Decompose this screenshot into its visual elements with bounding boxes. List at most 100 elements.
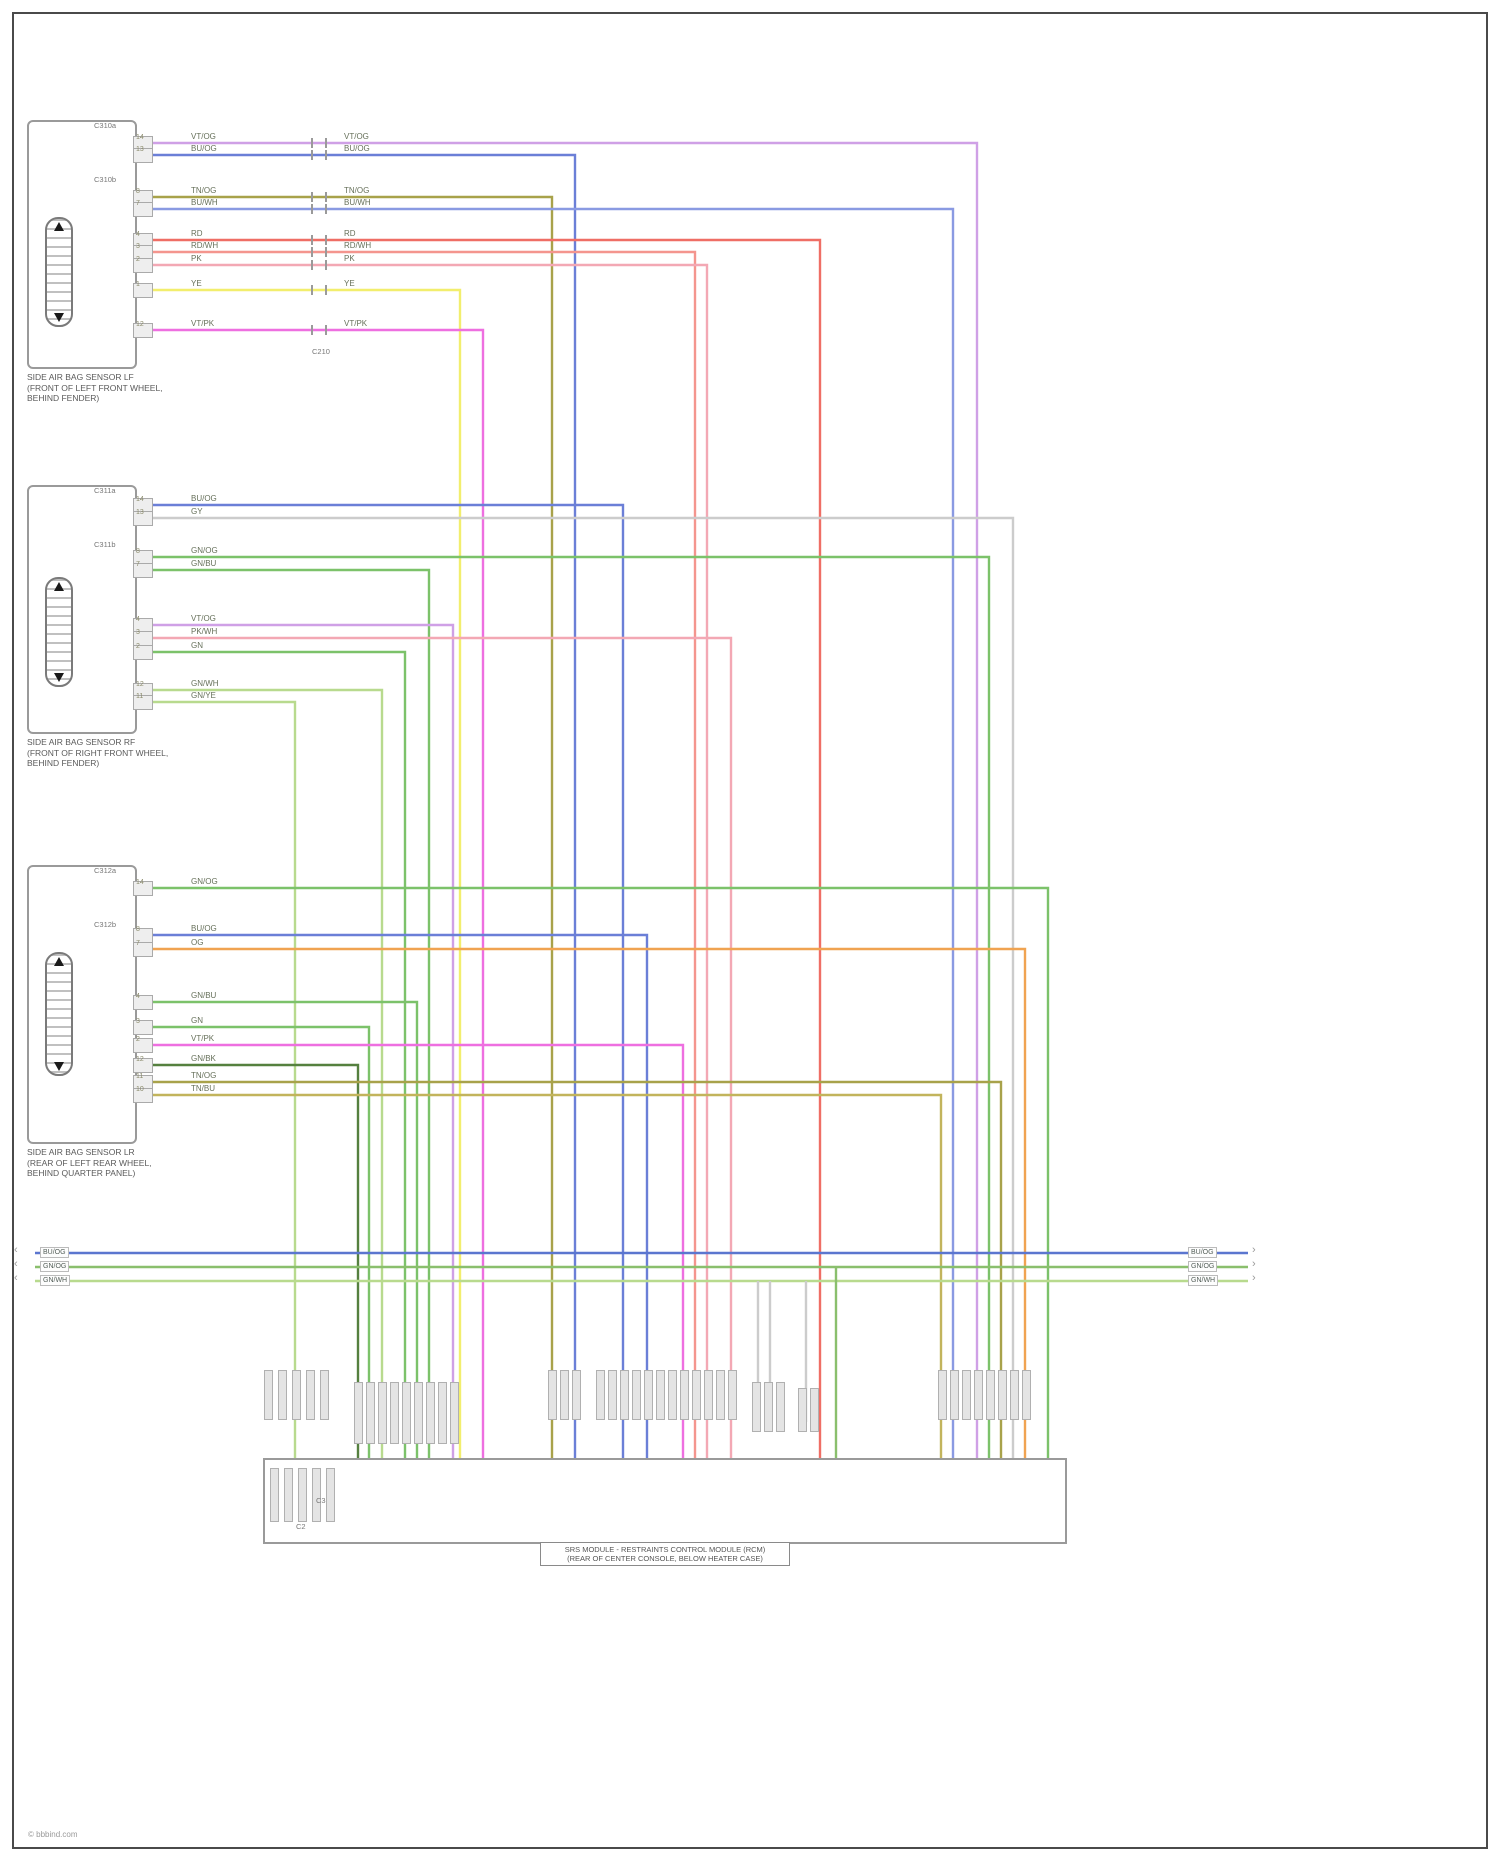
wire bbox=[151, 700, 297, 1458]
wire-code-label: GN/BU bbox=[191, 559, 217, 568]
pin-number-label: 14 bbox=[136, 496, 144, 503]
pin-number-label: 8 bbox=[136, 926, 140, 933]
module-pin bbox=[656, 1370, 665, 1420]
pin-number-label: 11 bbox=[136, 1073, 144, 1080]
wire bbox=[151, 1043, 685, 1458]
connector-name-label: C310b bbox=[94, 175, 117, 184]
module-pin bbox=[298, 1468, 307, 1522]
bus-wire-label: BU/OG bbox=[1188, 1247, 1217, 1258]
wire-code-label: TN/BU bbox=[191, 1084, 215, 1093]
pin-number-label: 3 bbox=[136, 629, 140, 636]
connector-symbol bbox=[45, 952, 73, 1076]
module-pin bbox=[278, 1370, 287, 1420]
pin-number-label: 2 bbox=[136, 1036, 140, 1043]
caption-line: SRS MODULE - RESTRAINTS CONTROL MODULE (… bbox=[564, 1545, 766, 1554]
wire-continuation-arrow-icon: › bbox=[1252, 1272, 1256, 1284]
wire-code-label: GN/OG bbox=[191, 546, 218, 555]
srs-module-caption: SRS MODULE - RESTRAINTS CONTROL MODULE (… bbox=[540, 1542, 790, 1566]
wire bbox=[151, 636, 733, 1458]
pin-number-label: 4 bbox=[136, 993, 140, 1000]
module-pin bbox=[596, 1370, 605, 1420]
module-pin bbox=[438, 1382, 447, 1444]
connector-pin-stub bbox=[133, 563, 153, 578]
wire bbox=[151, 1063, 360, 1458]
module-pin bbox=[426, 1382, 435, 1444]
module-pin bbox=[390, 1382, 399, 1444]
caption-line: BEHIND QUARTER PANEL) bbox=[27, 1168, 136, 1178]
module-pin bbox=[1010, 1370, 1019, 1420]
pin-number-label: 8 bbox=[136, 548, 140, 555]
module-pin bbox=[548, 1370, 557, 1420]
module-caption: SIDE AIR BAG SENSOR LF (FRONT OF LEFT FR… bbox=[27, 372, 163, 404]
wire-code-label: BU/WH bbox=[344, 198, 371, 207]
wire-code-label: VT/OG bbox=[191, 132, 216, 141]
connector-pin-stub bbox=[133, 1038, 153, 1053]
wire bbox=[151, 650, 407, 1458]
module-pin bbox=[986, 1370, 995, 1420]
wire-code-label: PK bbox=[344, 254, 355, 263]
pin-number-label: 14 bbox=[136, 879, 144, 886]
wire-code-label: GN/WH bbox=[191, 679, 219, 688]
wire-code-label: VT/OG bbox=[191, 614, 216, 623]
connector-pin-stub bbox=[133, 1020, 153, 1035]
connector-name-label: C312b bbox=[94, 920, 117, 929]
caption-line: SIDE AIR BAG SENSOR RF bbox=[27, 737, 136, 747]
connector-pin-stub bbox=[133, 511, 153, 526]
connector-pin-stub bbox=[133, 645, 153, 660]
connector-pin-stub bbox=[133, 1088, 153, 1103]
connector-name-label: C3 bbox=[316, 1496, 326, 1505]
caption-line: (FRONT OF LEFT FRONT WHEEL, bbox=[27, 382, 163, 393]
connector-pin-stub bbox=[133, 202, 153, 217]
caption-line: (FRONT OF RIGHT FRONT WHEEL, bbox=[27, 747, 169, 758]
wire bbox=[151, 207, 955, 1458]
pin-number-label: 1 bbox=[136, 281, 140, 288]
wire bbox=[151, 153, 577, 1458]
srs-control-module-box bbox=[263, 1458, 1067, 1544]
connector-name-label: C312a bbox=[94, 866, 117, 875]
pin-number-label: 7 bbox=[136, 940, 140, 947]
module-pin bbox=[668, 1370, 677, 1420]
wire bbox=[151, 555, 991, 1458]
module-pin bbox=[572, 1370, 581, 1420]
connector-pin-stub bbox=[133, 323, 153, 338]
connector-arrow-down-icon bbox=[54, 313, 64, 322]
bus-wire-label: GN/WH bbox=[1188, 1275, 1219, 1286]
module-pin bbox=[810, 1388, 819, 1432]
connector-arrow-up-icon bbox=[54, 222, 64, 231]
module-pin bbox=[284, 1468, 293, 1522]
footer-text: © bbbind.com bbox=[28, 1830, 78, 1839]
pin-number-label: 14 bbox=[136, 134, 144, 141]
pin-number-label: 4 bbox=[136, 616, 140, 623]
wire bbox=[151, 568, 431, 1458]
pin-number-label: 3 bbox=[136, 1018, 140, 1025]
wire-code-label: TN/OG bbox=[191, 1071, 217, 1080]
module-pin bbox=[312, 1468, 321, 1522]
wire-code-label: GN/BK bbox=[191, 1054, 216, 1063]
wire bbox=[151, 250, 697, 1458]
wire bbox=[151, 1093, 943, 1458]
caption-line: SIDE AIR BAG SENSOR LR bbox=[27, 1147, 135, 1157]
wire-code-label: VT/PK bbox=[344, 319, 368, 328]
connector-arrow-up-icon bbox=[54, 582, 64, 591]
module-pin bbox=[560, 1370, 569, 1420]
module-pin bbox=[962, 1370, 971, 1420]
wire-code-label: RD/WH bbox=[344, 241, 372, 250]
module-pin bbox=[692, 1370, 701, 1420]
wire bbox=[151, 1080, 1003, 1458]
wire-code-label: VT/PK bbox=[191, 1034, 215, 1043]
wire-code-label: GN/OG bbox=[191, 877, 218, 886]
module-pin bbox=[306, 1370, 315, 1420]
module-pin bbox=[270, 1468, 279, 1522]
sensor-module-1: SIDE AIR BAG SENSOR LF (FRONT OF LEFT FR… bbox=[27, 120, 163, 403]
caption-line: BEHIND FENDER) bbox=[27, 393, 100, 403]
wire-code-label: GN/BU bbox=[191, 991, 217, 1000]
pin-number-label: 8 bbox=[136, 188, 140, 195]
wire-continuation-arrow-icon: › bbox=[1252, 1258, 1256, 1270]
wire-code-label: VT/OG bbox=[344, 132, 369, 141]
wire-code-label: PK bbox=[191, 254, 202, 263]
wire-code-label: GN bbox=[191, 641, 203, 650]
module-pin bbox=[680, 1370, 689, 1420]
pin-number-label: 7 bbox=[136, 200, 140, 207]
pin-number-label: 2 bbox=[136, 643, 140, 650]
module-pin bbox=[366, 1382, 375, 1444]
